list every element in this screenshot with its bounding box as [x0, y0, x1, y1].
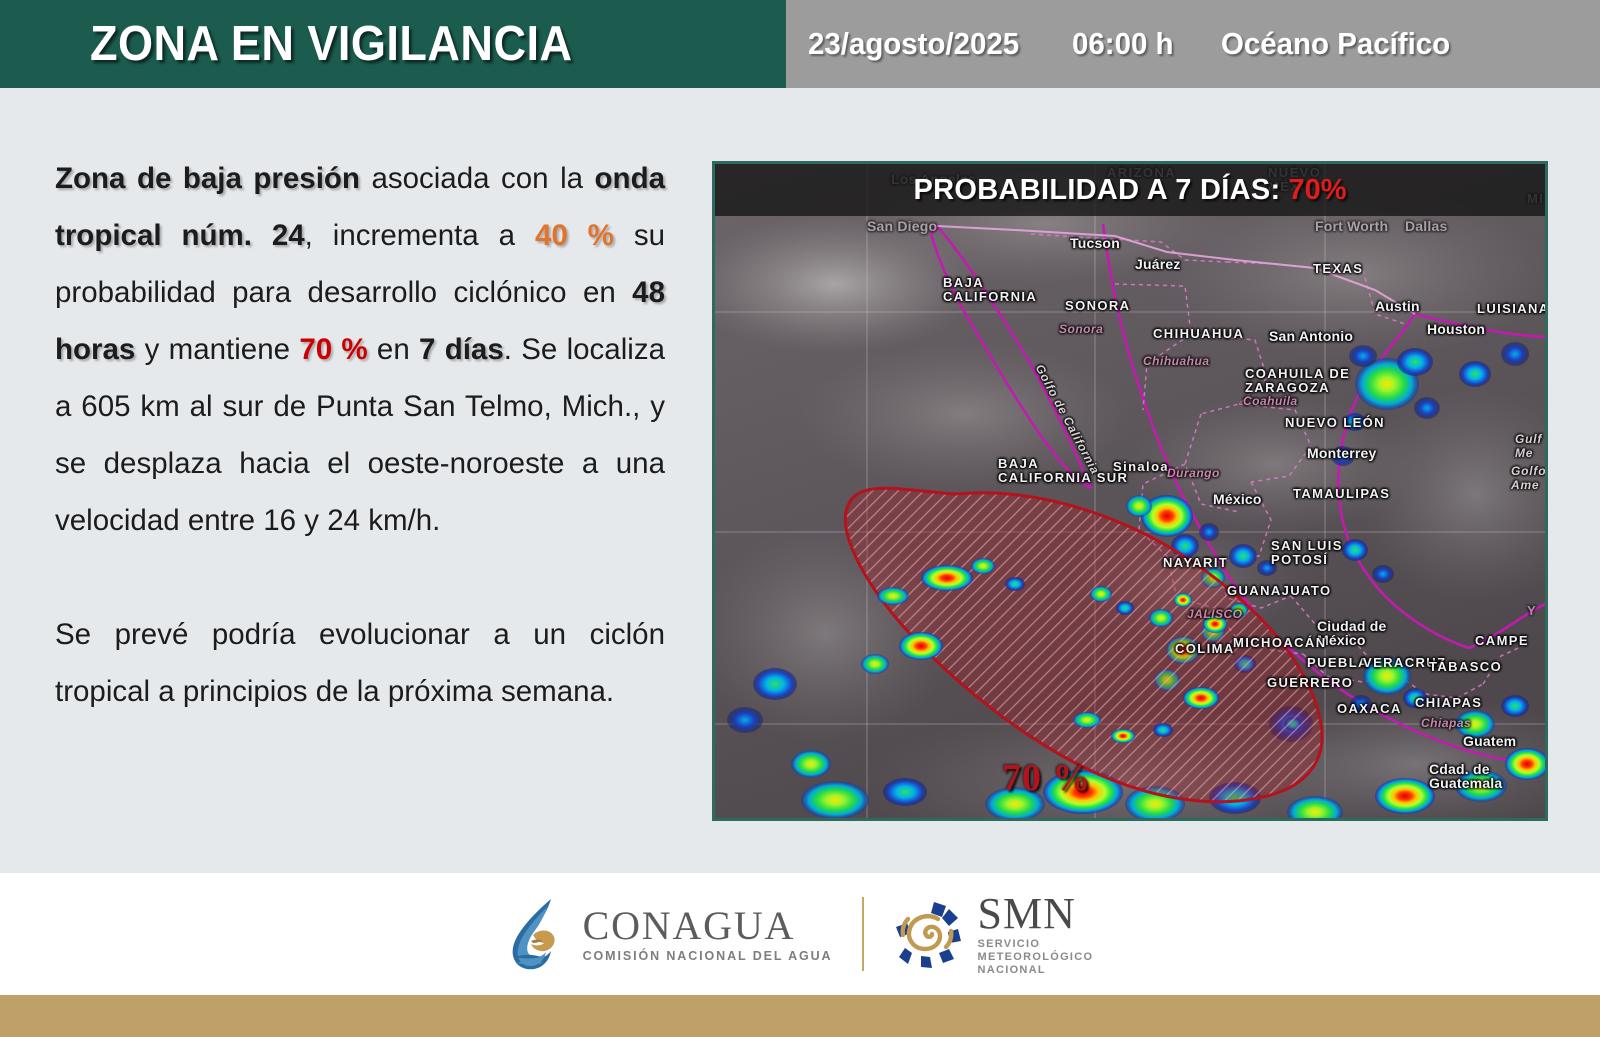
bulletin-paragraph-1: Zona de baja presión asociada con la ond… [55, 150, 665, 549]
smn-name: SMN [977, 888, 1076, 938]
smn-wordmark: SMN SERVICIO METEOROLÓGICO NACIONAL [977, 888, 1094, 977]
conagua-water-eagle-icon [512, 899, 555, 970]
header-date: 23/agosto/2025 [808, 26, 1020, 61]
term-tropical-wave: onda tropical núm. 24 [55, 162, 665, 252]
page-header: ZONA EN VIGILANCIA 23/agosto/2025 06:00 … [0, 0, 1600, 88]
p1-seg12: . Se localiza a 605 km al sur de Punta S… [55, 333, 665, 537]
page-title: ZONA EN VIGILANCIA [90, 17, 573, 71]
probability-7d-value: 70 % [299, 333, 368, 366]
header-title-band: ZONA EN VIGILANCIA [0, 0, 786, 88]
map-title-probability: 70% [1288, 173, 1347, 206]
conagua-subtitle: COMISIÓN NACIONAL DEL AGUA [582, 949, 833, 963]
p1-seg10: en [367, 333, 420, 366]
p1-seg4: , incrementa a [304, 219, 535, 252]
smn-logo: SMN SERVICIO METEOROLÓGICO NACIONAL [894, 888, 1094, 977]
logo-divider [862, 897, 865, 971]
term-7-days: 7 días [419, 333, 504, 366]
conagua-logo: CONAGUA COMISIÓN NACIONAL DEL AGUA [507, 897, 833, 971]
page-footer: CONAGUA COMISIÓN NACIONAL DEL AGUA [0, 873, 1600, 995]
map-title-bar: PROBABILIDAD A 7 DÍAS: 70% [715, 164, 1545, 216]
p1-seg8: y mantiene [135, 333, 300, 366]
term-48-hours: 48 horas [55, 276, 665, 366]
p1-seg6: su probabilidad para desarrollo ciclónic… [55, 219, 665, 309]
term-low-pressure: Zona de baja presión [55, 162, 360, 195]
p1-seg2: asociada con la [359, 162, 595, 195]
header-basin: Océano Pacífico [1221, 26, 1451, 61]
bulletin-paragraph-2: Se prevé podría evolucionar a un ciclón … [55, 618, 665, 708]
map-title-text: PROBABILIDAD A 7 DÍAS: [913, 173, 1281, 206]
conagua-name: CONAGUA [582, 903, 796, 948]
satellite-map[interactable]: PROBABILIDAD A 7 DÍAS: 70% Los AngelesAR… [712, 161, 1548, 821]
cone-interior-cells [861, 558, 1248, 743]
logo-group: CONAGUA COMISIÓN NACIONAL DEL AGUA [507, 888, 1094, 977]
map-imagery [715, 164, 1545, 818]
smn-subtitle: SERVICIO METEOROLÓGICO NACIONAL [977, 937, 1094, 976]
header-time: 06:00 h [1072, 26, 1174, 61]
cone-probability-label: 70 % [1002, 757, 1092, 799]
bulletin-text-column: Zona de baja presión asociada con la ond… [55, 150, 665, 720]
header-meta-band: 23/agosto/2025 06:00 h Océano Pacífico [786, 0, 1600, 88]
smn-spiral-icon [896, 902, 962, 968]
probability-48h-value: 40 % [534, 219, 614, 252]
content-area: Zona de baja presión asociada con la ond… [0, 88, 1600, 873]
conagua-wordmark: CONAGUA COMISIÓN NACIONAL DEL AGUA [582, 903, 833, 964]
bottom-accent-bar [0, 995, 1600, 1037]
probability-cone-shape [843, 486, 1324, 804]
